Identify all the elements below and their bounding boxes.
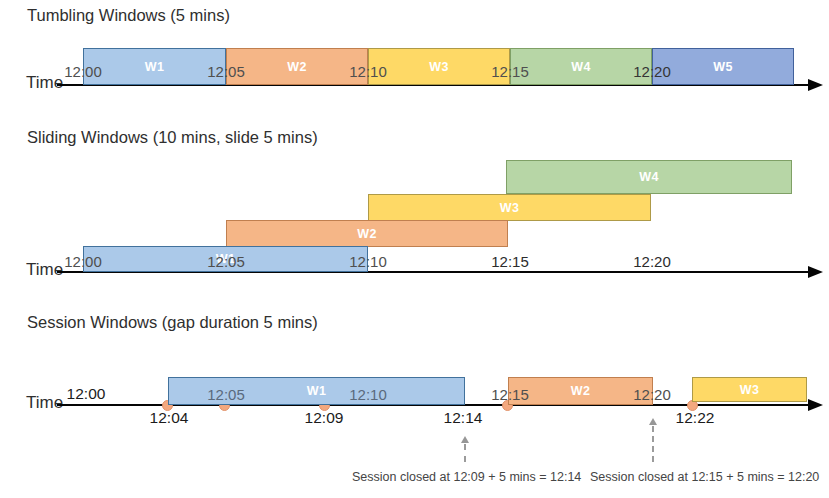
session-window-w3: W3	[692, 377, 807, 402]
sliding-window-w3: W3	[368, 194, 651, 221]
tick-label: 12:05	[194, 63, 258, 80]
event-time-label: 12:04	[137, 409, 201, 427]
tick-label: 12:15	[478, 253, 542, 270]
windowing-strategies-diagram: Tumbling Windows (5 mins) Time W1 W2 W3 …	[0, 0, 829, 498]
arrowhead-icon	[808, 79, 823, 91]
tick-label: 12:00	[51, 253, 115, 270]
tick-label: 12:10	[336, 63, 400, 80]
session-title: Session Windows (gap duration 5 mins)	[27, 313, 318, 332]
session-annotation-2: Session closed at 12:15 + 5 mins = 12:20	[590, 470, 819, 484]
tick-label: 12:00	[51, 63, 115, 80]
window-label: W2	[357, 227, 376, 241]
window-label: W4	[571, 60, 590, 74]
window-label: W1	[145, 60, 164, 74]
tick-label: 12:05	[194, 386, 258, 403]
axis-origin-label: 12:00	[54, 385, 118, 403]
arrowhead-icon	[808, 399, 823, 411]
window-label: W3	[740, 383, 759, 397]
event-time-label: 12:09	[292, 409, 356, 427]
tick-label: 12:05	[194, 253, 258, 270]
window-label: W3	[500, 201, 519, 215]
tick-label: 12:20	[620, 253, 684, 270]
tick-label: 12:10	[336, 386, 400, 403]
session-annotation-1: Session closed at 12:09 + 5 mins = 12:14	[352, 470, 581, 484]
arrowhead-icon	[808, 266, 823, 278]
tick-label: 12:15	[478, 386, 542, 403]
window-label: W3	[429, 60, 448, 74]
window-label: W2	[287, 60, 306, 74]
window-label: W1	[307, 384, 326, 398]
sliding-window-w2: W2	[226, 220, 508, 247]
window-label: W2	[571, 384, 590, 398]
sliding-window-w4: W4	[506, 160, 792, 194]
window-label: W4	[639, 170, 658, 184]
window-label: W5	[713, 60, 732, 74]
tick-label: 12:20	[620, 63, 684, 80]
tick-label: 12:15	[478, 63, 542, 80]
event-time-label: 12:22	[663, 409, 727, 427]
tick-label: 12:20	[620, 386, 684, 403]
tick-label: 12:10	[336, 253, 400, 270]
event-time-label: 12:14	[431, 409, 495, 427]
